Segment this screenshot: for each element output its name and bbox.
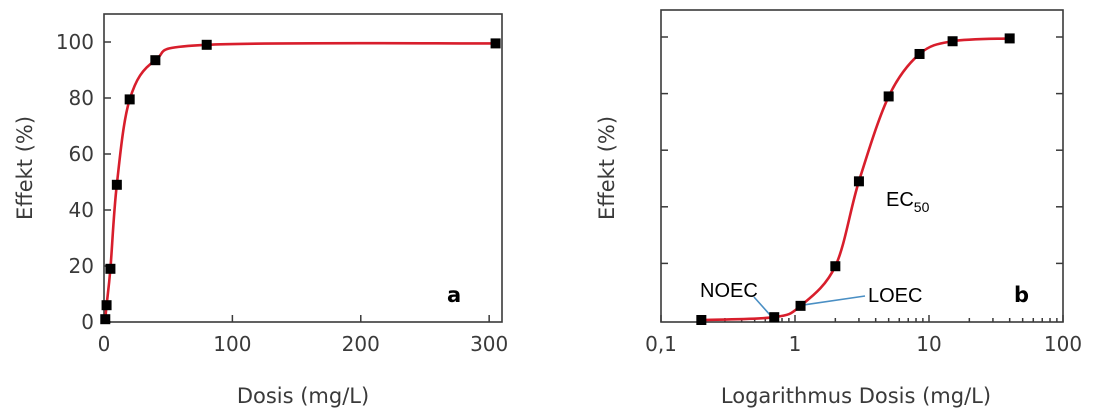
panel-a-data-point xyxy=(201,39,212,50)
panel-b-data-point xyxy=(883,91,894,102)
panel-a-x-tick-label: 0 xyxy=(98,332,111,356)
panel-b-x-tick-label: 10 xyxy=(916,332,941,356)
panel-a: 0 100 200 300 0 20 40 60 80 100 Effekt (%) Dosis … xyxy=(13,13,508,408)
panel-a-frame xyxy=(103,13,503,323)
panel-a-y-tick-label: 80 xyxy=(69,86,94,110)
panel-a-data-point xyxy=(111,179,122,190)
panel-a-y-tick-label: 0 xyxy=(81,310,94,334)
panel-b-letter: b xyxy=(1014,283,1029,307)
panel-a-y-axis-title: Effekt (%) xyxy=(13,116,37,220)
panel-a-y-tick-label: 100 xyxy=(56,30,94,54)
panel-a-x-axis-title: Dosis (mg/L) xyxy=(237,384,369,408)
loec-leader-line xyxy=(804,295,866,306)
panel-a-data-point xyxy=(105,263,116,274)
noec-label: NOEC xyxy=(700,280,758,302)
panel-a-letter: a xyxy=(447,283,461,307)
panel-a-x-tick-label: 100 xyxy=(213,332,251,356)
loec-label: LOEC xyxy=(868,285,922,307)
panel-a-data-point xyxy=(490,38,501,49)
panel-b-x-axis-title: Logarithmus Dosis (mg/L) xyxy=(721,384,991,408)
panel-a-data-point xyxy=(101,300,112,311)
panel-b-data-point xyxy=(914,48,925,59)
ec50-label-main: EC xyxy=(886,189,914,211)
panel-a-y-tick-label: 60 xyxy=(69,142,94,166)
panel-b-frame xyxy=(660,9,1064,323)
panel-a-data-point xyxy=(150,55,161,66)
panel-b: 0,1 1 10 100 Effekt (%) Logarithmus Dosis (… xyxy=(595,9,1082,408)
panel-a-y-tick-label: 20 xyxy=(69,254,94,278)
panel-b-data-point xyxy=(769,312,780,323)
panel-a-x-tick-label: 300 xyxy=(470,332,508,356)
noec-leader-line xyxy=(753,296,771,316)
panel-b-data-point xyxy=(795,300,806,311)
panel-b-x-tick-label: 100 xyxy=(1044,332,1082,356)
panel-b-data-point xyxy=(830,261,841,272)
panel-a-x-tick-label: 200 xyxy=(342,332,380,356)
ec50-label: EC50 xyxy=(886,189,930,215)
panel-b-y-axis-title: Effekt (%) xyxy=(595,116,619,220)
panel-b-data-point xyxy=(947,36,958,47)
panel-a-data-point xyxy=(100,314,111,325)
panel-b-data-point xyxy=(1004,33,1015,44)
panel-a-y-tick-label: 40 xyxy=(69,198,94,222)
panel-a-fit-curve xyxy=(104,41,496,320)
panel-b-data-point xyxy=(696,315,707,325)
panel-b-data-point xyxy=(853,176,864,187)
panel-a-data-point xyxy=(124,94,135,105)
panel-b-x-tick-label: 1 xyxy=(789,332,802,356)
ec50-label-subscript: 50 xyxy=(914,199,930,215)
panel-b-x-tick-label: 0,1 xyxy=(645,332,677,356)
